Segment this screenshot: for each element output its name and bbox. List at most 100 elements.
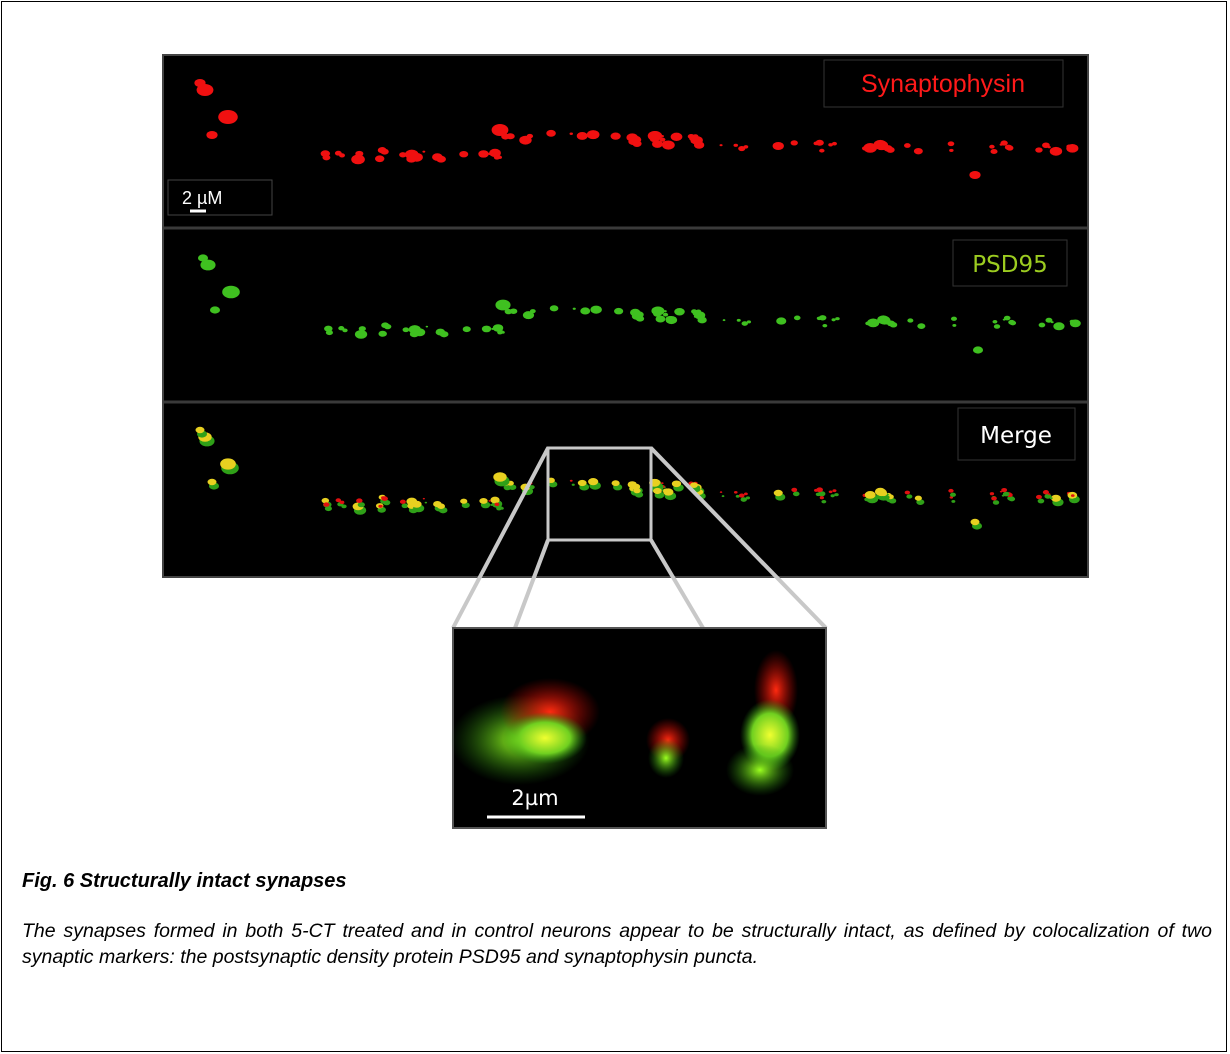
punctum [322, 155, 330, 161]
punctum [1006, 145, 1013, 150]
punctum [220, 458, 236, 469]
punctum [880, 491, 887, 496]
punctum [793, 492, 800, 497]
punctum [339, 153, 345, 157]
punctum [697, 317, 706, 324]
punctum [482, 326, 491, 333]
punctum [890, 322, 898, 327]
punctum [993, 500, 999, 505]
punctum [989, 145, 994, 149]
punctum [791, 140, 798, 145]
punctum [720, 491, 722, 493]
punctum [436, 156, 446, 163]
punctum [722, 495, 725, 497]
punctum [720, 144, 723, 146]
punctum [530, 309, 536, 313]
punctum [527, 134, 533, 139]
punctum [492, 124, 509, 136]
punctum [1073, 498, 1077, 501]
punctum [378, 505, 382, 508]
punctum [359, 326, 366, 331]
punctum [773, 142, 784, 150]
punctum [402, 503, 409, 508]
punctum [632, 140, 641, 147]
punctum [493, 324, 503, 331]
punctum [208, 479, 217, 485]
punctum [194, 79, 205, 87]
punctum [440, 331, 449, 337]
punctum [742, 321, 748, 326]
punctum [380, 509, 385, 513]
punctum [479, 498, 487, 504]
punctum [883, 319, 891, 325]
punctum [460, 499, 467, 504]
punctum [820, 496, 824, 499]
punctum [355, 151, 363, 157]
punctum [196, 427, 205, 433]
punctum [1038, 499, 1045, 504]
punctum [948, 141, 955, 146]
punctum [652, 140, 663, 148]
punctum [1048, 146, 1051, 148]
punctum [816, 493, 821, 496]
punctum [738, 146, 745, 151]
punctum [496, 506, 502, 510]
punctum [588, 478, 598, 485]
punctum [1003, 492, 1010, 497]
punctum [633, 488, 640, 493]
punctum [821, 500, 826, 503]
punctum [491, 328, 494, 330]
punctum [437, 503, 445, 509]
punctum [832, 142, 837, 146]
punctum [744, 493, 748, 496]
punctum [426, 326, 429, 328]
punctum [739, 493, 745, 497]
punctum [662, 140, 675, 149]
punctum [414, 328, 425, 336]
image-panel [163, 55, 1088, 577]
punctum [905, 491, 910, 495]
punctum [907, 318, 913, 322]
punctum [991, 496, 997, 500]
punctum [653, 488, 662, 494]
punctum [342, 328, 347, 332]
punctum [323, 502, 329, 506]
punctum [355, 330, 367, 339]
panel-label: PSD95 [972, 252, 1047, 278]
punctum [490, 504, 493, 506]
punctum [971, 519, 980, 525]
punctum [325, 506, 332, 511]
page: {"figure": {"panels": [{"label": "Synapt… [0, 0, 1230, 1054]
punctum [666, 316, 677, 324]
punctum [1048, 493, 1051, 495]
punctum [341, 504, 346, 508]
punctum [222, 286, 240, 299]
punctum [570, 132, 573, 134]
punctum [488, 500, 491, 502]
punctum [835, 317, 840, 320]
panel-label: Synaptophysin [861, 70, 1025, 98]
punctum [206, 131, 217, 139]
punctum [572, 484, 575, 486]
micrograph-figure: Synaptophysin 2 µM PSD95 Merge 2µm [0, 0, 1230, 860]
punctum [546, 130, 556, 137]
punctum [612, 480, 620, 486]
punctum [198, 254, 208, 261]
punctum [950, 493, 956, 497]
punctum [210, 306, 220, 313]
punctum [611, 133, 621, 140]
punctum [651, 306, 663, 315]
punctum [973, 346, 983, 353]
punctum [693, 310, 702, 316]
punctum [387, 326, 391, 329]
punctum [614, 308, 623, 315]
punctum [1010, 321, 1017, 326]
punctum [218, 110, 238, 124]
punctum [948, 489, 953, 493]
punctum [1053, 322, 1064, 330]
punctum [403, 327, 410, 332]
punctum [478, 150, 488, 157]
punctum [904, 143, 911, 148]
punctum [949, 149, 953, 152]
punctum [817, 317, 822, 320]
